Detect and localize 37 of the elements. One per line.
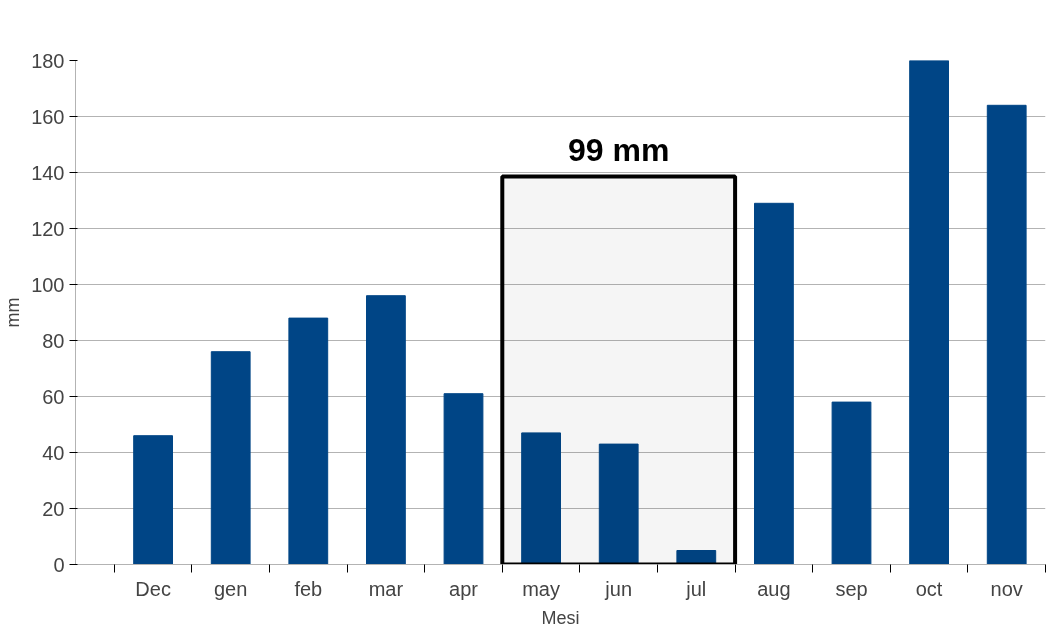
bar — [598, 443, 639, 565]
y-axis-title: mm — [3, 297, 24, 328]
bar — [288, 317, 329, 565]
x-tick-label: jun — [604, 577, 633, 600]
y-tick-label: 0 — [53, 553, 65, 576]
x-tick-label: nov — [990, 577, 1023, 600]
y-tick-label: 160 — [31, 105, 65, 128]
band-label: 99 mm — [568, 132, 670, 169]
y-tick-label: 180 — [31, 49, 65, 72]
bar — [754, 202, 794, 565]
bar — [443, 393, 484, 565]
x-tick-label: gen — [214, 577, 248, 600]
x-tick-label: jul — [685, 577, 707, 600]
bar — [366, 295, 406, 565]
x-axis-title: Mesi — [541, 607, 580, 628]
y-tick-label: 80 — [42, 329, 65, 352]
y-tick-label: 120 — [31, 217, 65, 240]
bar — [676, 550, 717, 565]
x-tick-label: aug — [757, 577, 791, 600]
bar — [909, 60, 949, 565]
x-tick-label: sep — [835, 577, 868, 600]
x-tick-label: feb — [294, 577, 323, 600]
y-tick-label: 40 — [42, 441, 65, 464]
bar — [133, 435, 173, 565]
bar — [210, 351, 251, 565]
x-tick-label: Dec — [135, 577, 171, 600]
y-tick-label: 140 — [31, 161, 65, 184]
y-tick-label: 20 — [42, 497, 65, 520]
x-tick-label: may — [522, 577, 561, 600]
bar — [831, 401, 872, 565]
x-tick-label: oct — [915, 577, 943, 600]
y-tick-label: 60 — [42, 385, 65, 408]
x-tick-label: apr — [449, 577, 479, 600]
bar — [521, 432, 561, 565]
x-tick-label: mar — [368, 577, 404, 600]
bar — [986, 104, 1027, 565]
y-tick-label: 100 — [31, 273, 65, 296]
